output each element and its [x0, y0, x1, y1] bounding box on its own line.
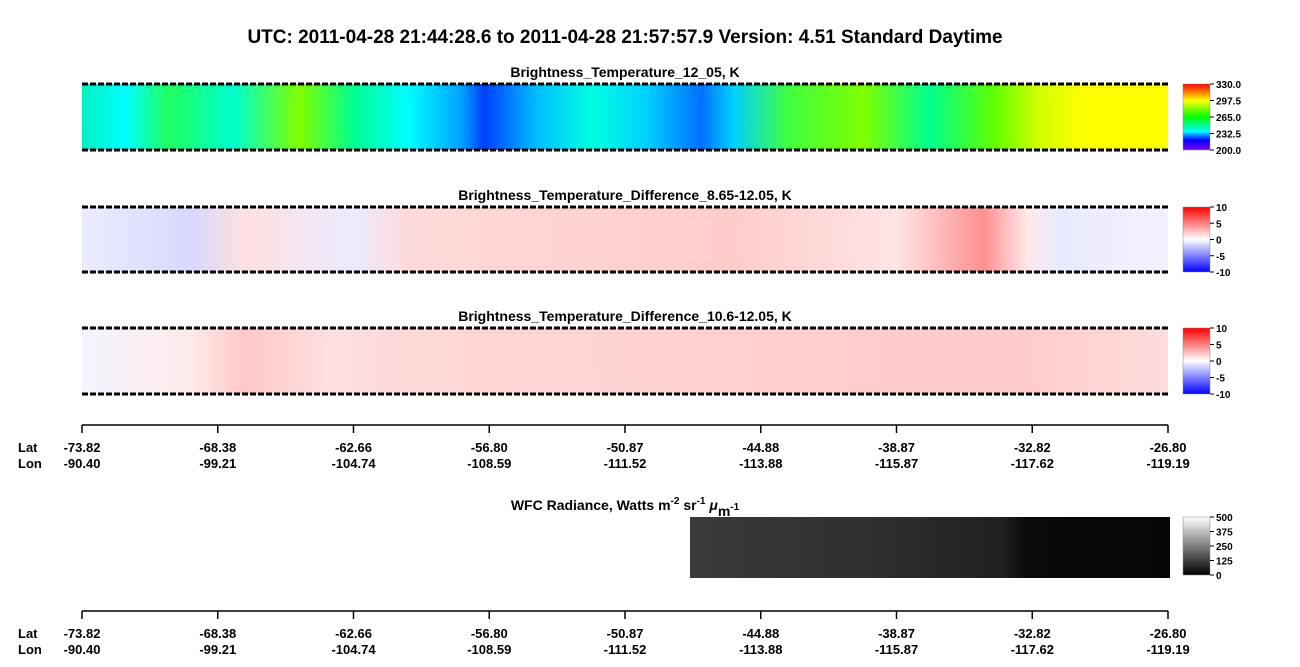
lat-label: -26.80 — [1150, 440, 1187, 455]
lat-label: -56.80 — [471, 626, 508, 641]
colorbar-label: 0 — [1216, 236, 1222, 247]
colorbar-label: -5 — [1216, 252, 1225, 263]
colorbar-label: 10 — [1216, 324, 1228, 335]
lon-label: -113.88 — [739, 642, 782, 657]
lon-label: -115.87 — [875, 642, 918, 657]
colorbar-label: 10 — [1216, 203, 1228, 214]
lat-label: -26.80 — [1150, 626, 1187, 641]
colorbar-label: 5 — [1216, 341, 1222, 352]
lon-label: -104.74 — [331, 642, 376, 657]
colorbar-label: 297.5 — [1216, 97, 1241, 108]
lat-label: -38.87 — [878, 440, 915, 455]
colorbar-label: 250 — [1216, 542, 1233, 553]
lat-label: -50.87 — [607, 440, 644, 455]
title-part: -1 — [697, 496, 706, 507]
lon-label: -119.19 — [1146, 642, 1189, 657]
title-part: -1 — [730, 502, 739, 513]
colorbar-label: 375 — [1216, 528, 1233, 539]
title-part: WFC Radiance, Watts m — [511, 497, 671, 513]
lon-label: -115.87 — [875, 456, 918, 471]
axis-name: Lat — [18, 626, 38, 641]
lon-label: -104.74 — [331, 456, 376, 471]
lon-label: -113.88 — [739, 456, 782, 471]
lon-label: -117.62 — [1011, 642, 1054, 657]
colorbar-label: 330.0 — [1216, 80, 1241, 91]
panel-image — [690, 517, 1170, 578]
lon-label: -99.21 — [199, 456, 236, 471]
panel-image — [82, 207, 1168, 272]
lat-label: -68.38 — [199, 626, 236, 641]
lon-label: -111.52 — [604, 642, 647, 657]
lat-label: -62.66 — [335, 440, 372, 455]
lon-label: -119.19 — [1146, 456, 1189, 471]
lon-label: -111.52 — [604, 456, 647, 471]
title-part: sr — [679, 497, 697, 513]
title-part: -2 — [671, 496, 680, 507]
lon-label: -90.40 — [64, 642, 101, 657]
colorbar-label: 232.5 — [1216, 130, 1241, 141]
title-part: m — [718, 503, 730, 519]
lat-label: -73.82 — [64, 626, 101, 641]
lon-label: -108.59 — [467, 642, 511, 657]
colorbar-label: -10 — [1216, 390, 1231, 401]
lat-label: -44.88 — [742, 440, 779, 455]
lat-label: -62.66 — [335, 626, 372, 641]
lat-label: -32.82 — [1014, 626, 1051, 641]
colorbar — [1182, 327, 1211, 395]
panel-title: Brightness_Temperature_12_05, K — [510, 64, 739, 80]
colorbar-label: 5 — [1216, 219, 1222, 230]
panel-image — [82, 328, 1168, 394]
colorbar-label: -5 — [1216, 374, 1225, 385]
lon-label: -117.62 — [1011, 456, 1054, 471]
colorbar-label: -10 — [1216, 268, 1231, 279]
colorbar-label: 200.0 — [1216, 146, 1241, 157]
colorbar-label: 0 — [1216, 571, 1222, 582]
lon-label: -108.59 — [467, 456, 511, 471]
lat-label: -50.87 — [607, 626, 644, 641]
lat-label: -44.88 — [742, 626, 779, 641]
title: UTC: 2011-04-28 21:44:28.6 to 2011-04-28… — [247, 27, 1002, 48]
lat-label: -68.38 — [199, 440, 236, 455]
colorbar — [1182, 206, 1211, 273]
panel-title: Brightness_Temperature_Difference_8.65-1… — [458, 187, 792, 203]
axis-name: Lat — [18, 440, 38, 455]
colorbar-label: 265.0 — [1216, 113, 1241, 124]
panel-image — [82, 84, 1168, 150]
lat-label: -38.87 — [878, 626, 915, 641]
colorbar — [1182, 83, 1211, 151]
lon-label: -99.21 — [199, 642, 236, 657]
lat-label: -56.80 — [471, 440, 508, 455]
axis-name: Lon — [18, 642, 42, 657]
panel-title: WFC Radiance, Watts m-2 sr-1 μm-1 — [511, 496, 740, 519]
colorbar — [1182, 516, 1211, 576]
colorbar-label: 0 — [1216, 357, 1222, 368]
panel-title: Brightness_Temperature_Difference_10.6-1… — [458, 308, 792, 324]
title-part: μ — [705, 497, 718, 513]
lon-label: -90.40 — [64, 456, 101, 471]
colorbar-label: 125 — [1216, 557, 1233, 568]
axis-name: Lon — [18, 456, 42, 471]
lat-label: -32.82 — [1014, 440, 1051, 455]
lat-label: -73.82 — [64, 440, 101, 455]
colorbar-label: 500 — [1216, 513, 1233, 524]
